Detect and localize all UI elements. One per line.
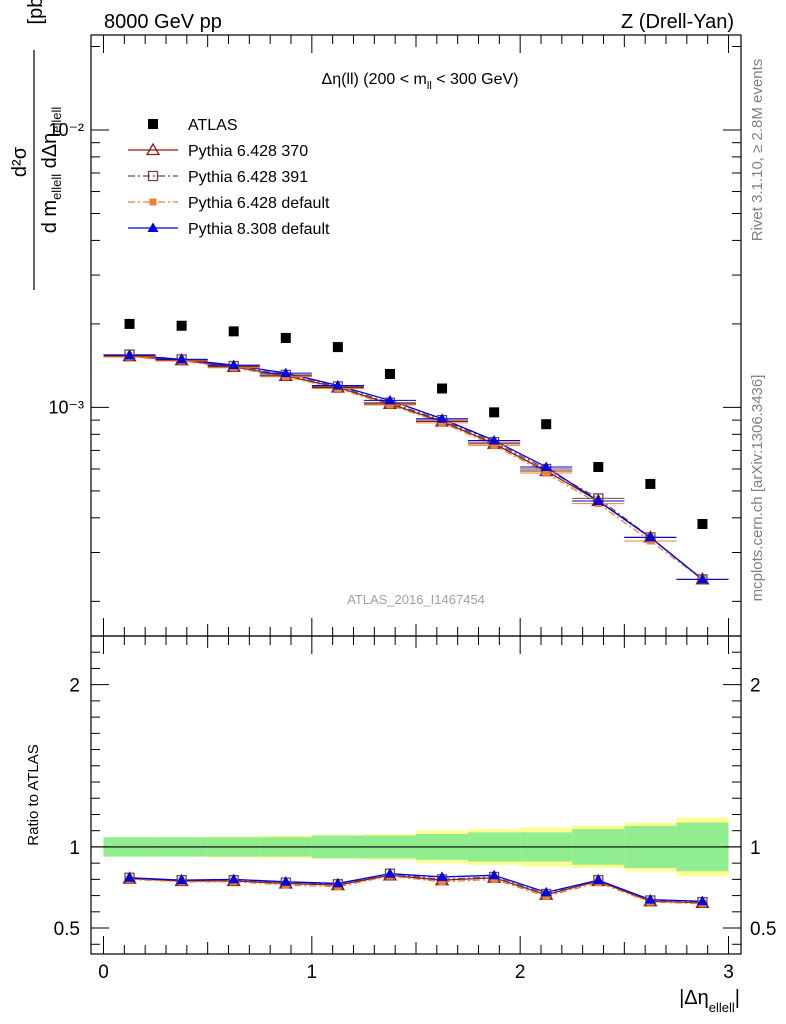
- ratio-y-tick-label-right: 0.5: [750, 919, 776, 940]
- main-point-py6def: [542, 469, 550, 477]
- ratio-point-py6def: [542, 892, 550, 900]
- ratio-point-py8def: [280, 876, 292, 886]
- ratio-y-tick-label-right: 2: [750, 676, 761, 697]
- main-y-label-denominator: d mellell dΔηellell: [39, 107, 64, 234]
- main-point-py8def: [124, 349, 136, 360]
- ratio-point-py6def: [438, 878, 446, 886]
- main-point-py8def: [176, 353, 188, 364]
- main-series-line-py391: [129, 353, 703, 580]
- rivet-version-label: Rivet 3.1.10, ≥ 2.8M events: [749, 59, 766, 242]
- main-point-py8def: [332, 379, 344, 390]
- ratio-point-py8def: [176, 874, 188, 885]
- x-tick-label: 2: [515, 962, 526, 983]
- main-point-atlas: [124, 318, 135, 329]
- ratio-point-py8def: [228, 873, 240, 884]
- ratio-series-line-py6def: [129, 875, 703, 905]
- watermark-label: ATLAS_2016_I1467454: [347, 592, 485, 607]
- main-point-py6def: [490, 441, 498, 449]
- ratio-y-tick-label-left: 2: [69, 676, 80, 697]
- main-point-atlas: [541, 419, 552, 430]
- main-panel: 10⁻³ 10⁻² Δη(ll) (200 < mll < 300 GeV) AT…: [9, 0, 742, 637]
- x-tick-label: 1: [307, 962, 318, 983]
- header-left-title: 8000 GeV pp: [104, 11, 222, 33]
- main-point-atlas: [176, 320, 187, 331]
- main-series-line-py6def: [129, 356, 703, 580]
- main-point-py8def: [488, 434, 500, 445]
- main-plot-title: Δη(ll) (200 < mll < 300 GeV): [322, 71, 519, 92]
- ratio-point-py8def: [488, 869, 500, 880]
- ratio-y-axis-label: Ratio to ATLAS: [25, 744, 42, 845]
- main-point-py8def: [384, 394, 396, 405]
- main-point-atlas: [384, 368, 395, 379]
- ratio-point-py8def: [540, 886, 552, 897]
- ratio-point-py8def: [124, 872, 136, 882]
- ratio-series-line-py8def: [129, 873, 703, 902]
- main-point-py6def: [386, 401, 394, 409]
- legend-label-atlas: ATLAS: [188, 117, 238, 134]
- legend-marker-py370: [145, 142, 161, 156]
- main-point-py8def: [592, 495, 604, 505]
- legend-marker-py8def: [147, 222, 159, 232]
- ratio-point-py6def: [490, 875, 498, 883]
- legend-label-py391: Pythia 6.428 391: [188, 169, 308, 186]
- main-point-py8def: [436, 413, 448, 423]
- main-y-axis-label: d²σ d mellell dΔηellell [pb/GeV]: [9, 0, 64, 290]
- header-right-title: Z (Drell-Yan): [621, 11, 734, 33]
- main-series-line-py370: [129, 355, 703, 580]
- mcplots-label: mcplots.cern.ch [arXiv:1306.3436]: [749, 375, 766, 602]
- ratio-point-py8def: [592, 874, 604, 885]
- main-point-atlas: [593, 461, 604, 472]
- x-axis-label-text: |Δηellell|: [679, 987, 740, 1015]
- main-point-atlas: [697, 519, 708, 530]
- main-point-atlas: [332, 342, 343, 353]
- main-y-tick-label: 10⁻³: [48, 397, 84, 417]
- main-point-py8def: [228, 359, 240, 370]
- legend-label-py6def: Pythia 6.428 default: [188, 195, 330, 212]
- main-point-py6def: [438, 419, 446, 427]
- ratio-point-py8def: [384, 868, 396, 878]
- x-axis-label: |Δηellell|: [679, 987, 740, 1015]
- main-point-py8def: [644, 531, 656, 542]
- ratio-series-line-py370: [129, 874, 703, 904]
- main-point-atlas: [489, 407, 500, 418]
- legend-label-py8def: Pythia 8.308 default: [188, 221, 330, 238]
- main-point-py8def: [280, 367, 292, 378]
- main-point-atlas: [280, 332, 291, 343]
- ratio-point-py8def: [644, 894, 656, 904]
- ratio-point-py8def: [696, 895, 708, 906]
- ratio-panel: 0.5 0.5 1 1 2 2 0 1 2 3 Ratio to ATLAS |Δηellell|: [25, 635, 776, 1015]
- ratio-y-tick-label-right: 1: [750, 838, 761, 859]
- ratio-point-py8def: [436, 871, 448, 881]
- legend-marker-atlas: [148, 119, 158, 129]
- main-point-atlas: [645, 478, 656, 489]
- legend: ATLAS Pythia 6.428 370 Pythia 6.428 391 Pyt…: [128, 117, 330, 238]
- main-y-label-numerator: d²σ: [9, 146, 31, 177]
- x-tick-label: 3: [723, 962, 734, 983]
- x-tick-label: 0: [98, 962, 109, 983]
- main-point-py8def: [540, 461, 552, 471]
- ratio-y-tick-label-left: 0.5: [54, 919, 80, 940]
- main-series-line-py8def: [129, 354, 703, 580]
- main-y-label-unit: [pb/GeV]: [25, 0, 47, 24]
- ratio-point-py8def: [332, 877, 344, 888]
- main-point-atlas: [228, 326, 239, 337]
- legend-marker-py6def: [149, 198, 157, 206]
- ratio-y-tick-label-left: 1: [69, 838, 80, 859]
- main-y-tick-label: 10⁻²: [48, 120, 84, 140]
- legend-label-py370: Pythia 6.428 370: [188, 143, 308, 160]
- main-point-py8def: [696, 573, 708, 584]
- main-point-atlas: [437, 383, 448, 394]
- legend-marker-py391: [147, 170, 159, 182]
